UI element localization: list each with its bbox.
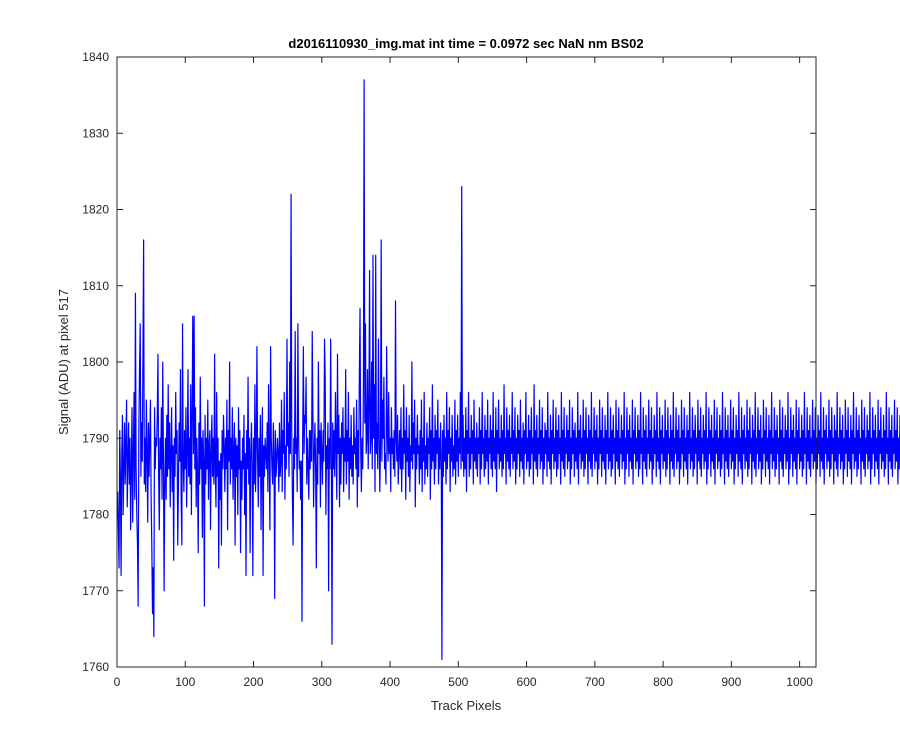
x-tick-label: 0	[114, 675, 121, 689]
signal-series-line	[117, 79, 900, 660]
chart-title: d2016110930_img.mat int time = 0.0972 se…	[288, 36, 643, 51]
y-tick-label: 1760	[82, 660, 109, 674]
y-tick-label: 1840	[82, 50, 109, 64]
y-tick-label: 1790	[82, 431, 109, 445]
y-tick-label: 1770	[82, 584, 109, 598]
y-tick-label: 1810	[82, 279, 109, 293]
y-tick-label: 1780	[82, 508, 109, 522]
x-tick-label: 600	[517, 675, 537, 689]
x-tick-label: 800	[653, 675, 673, 689]
y-tick-label: 1800	[82, 355, 109, 369]
tick-labels: 0 100 200 300 400 500 600 700 800 900 1000 1760 1770…	[82, 50, 813, 689]
axes-box	[116, 56, 817, 668]
plot-area	[117, 57, 816, 667]
x-tick-label: 300	[312, 675, 332, 689]
y-axis-label: Signal (ADU) at pixel 517	[56, 289, 71, 435]
x-axis-label: Track Pixels	[431, 698, 502, 713]
x-tick-label: 500	[448, 675, 468, 689]
x-tick-label: 100	[175, 675, 195, 689]
x-tick-label: 700	[585, 675, 605, 689]
x-tick-label: 400	[380, 675, 400, 689]
x-tick-label: 200	[244, 675, 264, 689]
y-tick-label: 1830	[82, 126, 109, 140]
y-tick-label: 1820	[82, 203, 109, 217]
x-tick-label: 900	[721, 675, 741, 689]
data-layer	[117, 79, 900, 660]
x-tick-label: 1000	[786, 675, 813, 689]
